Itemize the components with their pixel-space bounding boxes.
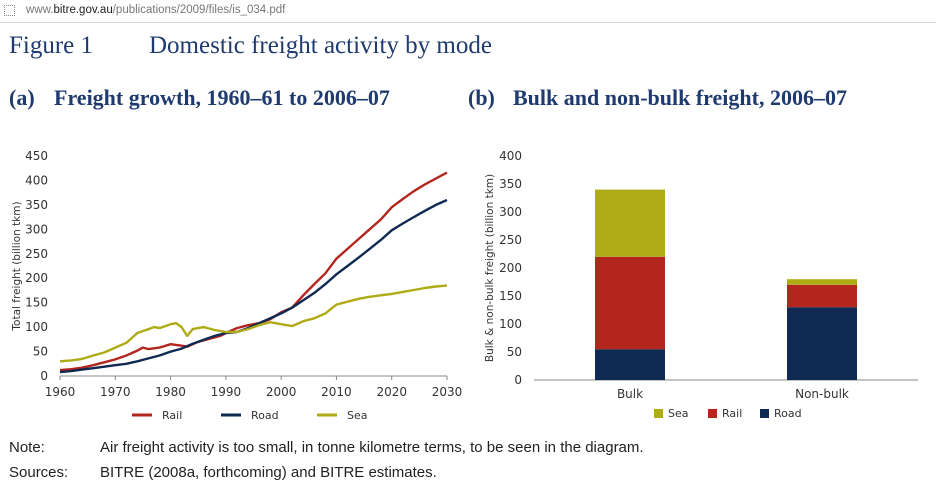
note-text: Air freight activity is too small, in to… [100, 439, 644, 456]
series-line-road [59, 198, 448, 374]
y-tick-label: 300 [499, 205, 522, 219]
y-tick-label: 350 [25, 198, 48, 212]
bar-segment-bulk-sea [595, 189, 665, 257]
y-axis-label: Total freight (billion tkm) [11, 201, 23, 331]
x-tick-label: 1970 [100, 385, 131, 399]
y-tick-label: 250 [25, 247, 48, 261]
bar-segment-non-bulk-road [787, 307, 857, 380]
x-category-label: Non-bulk [795, 387, 849, 401]
sources-text: BITRE (2008a, forthcoming) and BITRE est… [100, 464, 437, 481]
y-tick-label: 50 [33, 345, 48, 359]
y-tick-label: 400 [499, 149, 522, 163]
line-chart-freight-growth: 0 50 100 150 200 250 300 350 400 450 1960 1970 1980 1… [11, 149, 463, 422]
legend-label-road: Road [774, 407, 802, 420]
y-tick-label: 150 [25, 296, 48, 310]
sources-key: Sources: [9, 464, 69, 481]
y-tick-label: 100 [499, 317, 522, 331]
y-tick-label: 450 [25, 149, 48, 163]
y-tick-label: 150 [499, 289, 522, 303]
y-tick-label: 0 [514, 373, 522, 387]
panel-b-label: (b) [468, 85, 495, 110]
page-icon [4, 5, 15, 16]
y-tick-label: 100 [25, 320, 48, 334]
legend-label-rail: Rail [722, 407, 742, 420]
y-tick-label: 350 [499, 177, 522, 191]
series-line-sea [59, 284, 448, 363]
panel-a-title-text: Freight growth, 1960–61 to 2006–07 [54, 85, 390, 110]
legend-label-rail: Rail [162, 409, 182, 422]
url-text[interactable]: www.bitre.gov.au/publications/2009/files… [26, 4, 286, 16]
x-tick-label: 2000 [266, 385, 297, 399]
y-tick-label: 200 [25, 271, 48, 285]
panel-a-title: (a) Freight growth, 1960–61 to 2006–07 [9, 85, 390, 111]
legend-swatch-sea [654, 409, 663, 418]
y-tick-label: 400 [25, 173, 48, 187]
x-tick-label: 2010 [321, 385, 352, 399]
y-tick-label: 0 [40, 369, 48, 383]
y-tick-label: 250 [499, 233, 522, 247]
x-tick-label: 1960 [45, 385, 76, 399]
legend-swatch-road [760, 409, 769, 418]
x-tick-label: 1980 [155, 385, 186, 399]
address-bar[interactable]: www.bitre.gov.au/publications/2009/files… [0, 0, 936, 23]
x-tick-label: 1990 [211, 385, 242, 399]
legend-swatch-rail [708, 409, 717, 418]
y-axis-label: Bulk & non-bulk freight (billion tkm) [484, 174, 496, 362]
bar-segment-bulk-rail [595, 256, 665, 350]
figure-number: Figure 1 [9, 32, 94, 59]
legend-label-sea: Sea [668, 407, 689, 420]
note-key: Note: [9, 439, 45, 456]
x-category-label: Bulk [617, 387, 643, 401]
bar-segment-non-bulk-sea [787, 279, 857, 285]
sources-line: Sources: BITRE (2008a, forthcoming) and B… [9, 464, 437, 481]
panel-b-title: (b) Bulk and non-bulk freight, 2006–07 [468, 85, 847, 111]
panel-a-label: (a) [9, 85, 35, 110]
note-line: Note: Air freight activity is too small, … [9, 439, 644, 456]
x-tick-label: 2030 [432, 385, 463, 399]
panel-b-title-text: Bulk and non-bulk freight, 2006–07 [513, 85, 847, 110]
legend-label-road: Road [251, 409, 279, 422]
figure-title: Figure 1 Domestic freight activity by mod… [9, 32, 492, 60]
bar-segment-non-bulk-rail [787, 284, 857, 308]
y-tick-label: 200 [499, 261, 522, 275]
x-tick-label: 2020 [376, 385, 407, 399]
y-tick-label: 300 [25, 222, 48, 236]
series-line-rail [59, 171, 448, 372]
y-tick-label: 50 [507, 345, 522, 359]
legend-label-sea: Sea [347, 409, 368, 422]
figure-title-text: Domestic freight activity by mode [149, 32, 492, 59]
bar-segment-bulk-road [595, 349, 665, 380]
